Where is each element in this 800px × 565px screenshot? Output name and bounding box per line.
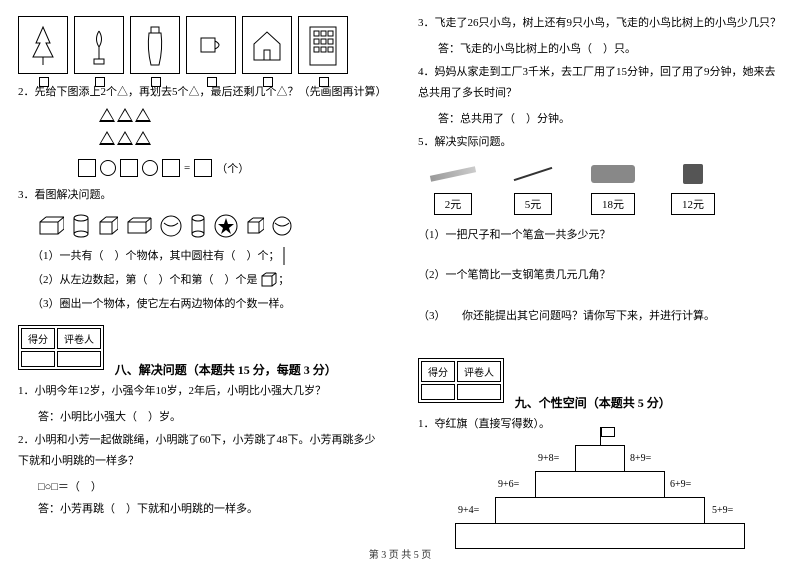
section-9-title: 九、个性空间（本题共 5 分） bbox=[515, 396, 671, 410]
triangle-row-1 bbox=[98, 107, 382, 126]
s8-a2: 答：小芳再跳（ ）下就和小明跳的一样多。 bbox=[38, 500, 382, 516]
q3-sub3: （3）圈出一个物体，使它左右两边物体的个数一样。 bbox=[32, 294, 382, 315]
item-ruler: 2元 bbox=[428, 161, 478, 215]
section-8-title: 八、解决问题（本题共 15 分，每题 3 分） bbox=[115, 363, 337, 377]
s8-q2: 2．小明和小芳一起做跳绳，小明跳了60下，小芳跳了48下。小芳再跳多少下就和小明… bbox=[18, 430, 382, 472]
grader-label: 评卷人 bbox=[57, 328, 101, 349]
r-a4: 答：总共用了（ ）分钟。 bbox=[438, 110, 782, 126]
option-thermos bbox=[130, 16, 180, 74]
equals-sign: = bbox=[184, 162, 190, 174]
option-plant bbox=[74, 16, 124, 74]
s8-eq: □○□＝（ ） bbox=[38, 478, 382, 494]
pyr-r3: 5+9= bbox=[712, 505, 733, 516]
option-checkbox[interactable] bbox=[39, 77, 49, 87]
option-checkbox[interactable] bbox=[263, 77, 273, 87]
price-ruler: 2元 bbox=[434, 193, 473, 215]
q5-2: （2）一个笔筒比一支钢笔贵几元几角？ bbox=[418, 265, 782, 286]
pyr-l2: 9+6= bbox=[498, 479, 519, 490]
r-q3: 3．飞走了26只小鸟，树上还有9只小鸟，飞走的小鸟比树上的小鸟少几只？ bbox=[418, 13, 782, 34]
sharpener-icon bbox=[683, 164, 703, 184]
q5-1: （1）一把尺子和一个笔盒一共多少元？ bbox=[418, 225, 782, 246]
unit-label: （个） bbox=[216, 160, 249, 176]
score-label: 得分 bbox=[421, 361, 455, 382]
price-sharpener: 12元 bbox=[671, 193, 715, 215]
q3-sub2: （2）从左边数起，第（ ）个和第（ ）个是 ； bbox=[32, 270, 382, 291]
image-option-row bbox=[18, 16, 382, 74]
option-house bbox=[242, 16, 292, 74]
s8-a1: 答：小明比小强大（ ）岁。 bbox=[38, 408, 382, 424]
pencil-icon bbox=[514, 166, 553, 180]
score-label: 得分 bbox=[21, 328, 55, 349]
option-checkbox[interactable] bbox=[95, 77, 105, 87]
option-tree bbox=[18, 16, 68, 74]
option-checkbox[interactable] bbox=[319, 77, 329, 87]
score-table: 得分评卷人 bbox=[18, 325, 104, 370]
blank-square[interactable] bbox=[194, 159, 212, 177]
option-building bbox=[298, 16, 348, 74]
score-table-r: 得分评卷人 bbox=[418, 358, 504, 403]
shapes-row bbox=[38, 214, 382, 238]
blank-circle[interactable] bbox=[142, 160, 158, 176]
blank-square[interactable] bbox=[162, 159, 180, 177]
r-q4: 4．妈妈从家走到工厂3千米，去工厂用了15分钟，回了用了9分钟，她来去总共用了多… bbox=[418, 62, 782, 104]
q3-sub1: （1）一共有（ ）个物体，其中圆柱有（ ）个； bbox=[32, 246, 382, 267]
option-checkbox[interactable] bbox=[151, 77, 161, 87]
pencase-icon bbox=[591, 165, 635, 183]
price-pencil: 5元 bbox=[514, 193, 553, 215]
s8-q1: 1．小明今年12岁，小强今年10岁，2年后，小明比小强大几岁？ bbox=[18, 381, 382, 402]
item-pencil: 5元 bbox=[508, 161, 558, 215]
option-cup bbox=[186, 16, 236, 74]
pyr-l1: 9+4= bbox=[458, 505, 479, 516]
page-footer: 第 3 页 共 5 页 bbox=[0, 546, 800, 561]
item-sharpener: 12元 bbox=[668, 161, 718, 215]
r-q5: 5．解决实际问题。 bbox=[418, 132, 782, 153]
item-pencase: 18元 bbox=[588, 161, 638, 215]
pyr-r2: 6+9= bbox=[670, 479, 691, 490]
pyr-l3: 9+8= bbox=[538, 453, 559, 464]
blank-square[interactable] bbox=[78, 159, 96, 177]
option-checkbox[interactable] bbox=[207, 77, 217, 87]
blank-square[interactable] bbox=[120, 159, 138, 177]
grader-label: 评卷人 bbox=[457, 361, 501, 382]
pyr-r1: 8+9= bbox=[630, 453, 651, 464]
flag-icon bbox=[600, 427, 601, 445]
equation-row: = （个） bbox=[78, 159, 382, 177]
r-a3: 答：飞走的小鸟比树上的小鸟（ ）只。 bbox=[438, 40, 782, 56]
q5-3: （3） 你还能提出其它问题吗？请你写下来，并进行计算。 bbox=[418, 306, 782, 327]
triangle-row-2 bbox=[98, 130, 382, 149]
items-row: 2元 5元 18元 12元 bbox=[428, 161, 782, 215]
ruler-icon bbox=[430, 166, 476, 181]
blank-circle[interactable] bbox=[100, 160, 116, 176]
question-3: 3．看图解决问题。 bbox=[18, 185, 382, 206]
price-pencase: 18元 bbox=[591, 193, 635, 215]
